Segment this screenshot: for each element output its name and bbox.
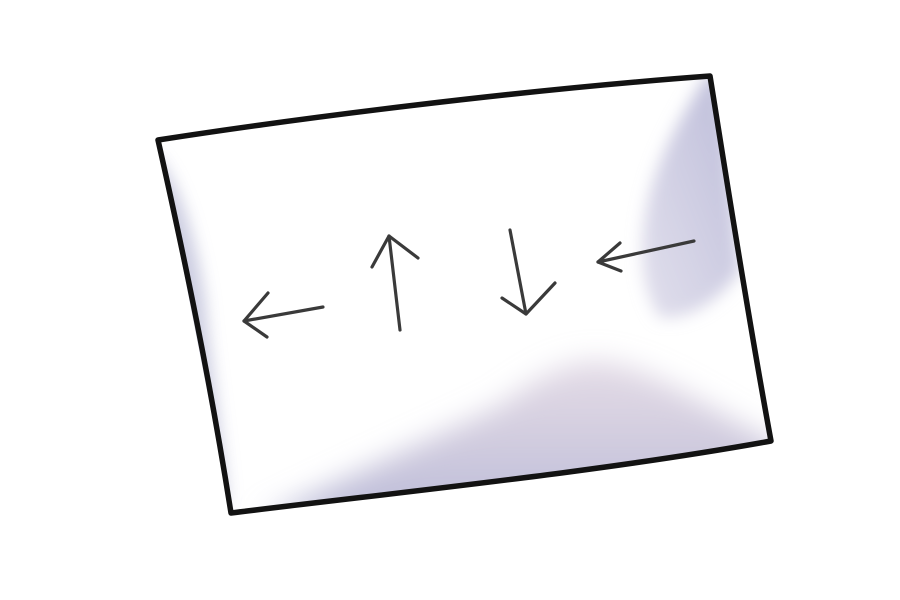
inward-left-arrow-icon	[596, 239, 696, 273]
down-arrow-icon	[500, 228, 557, 316]
corner-shadow	[642, 76, 740, 319]
left-arrow-icon	[242, 291, 325, 339]
sheet-outline	[155, 73, 774, 516]
up-arrow-icon	[370, 234, 420, 332]
